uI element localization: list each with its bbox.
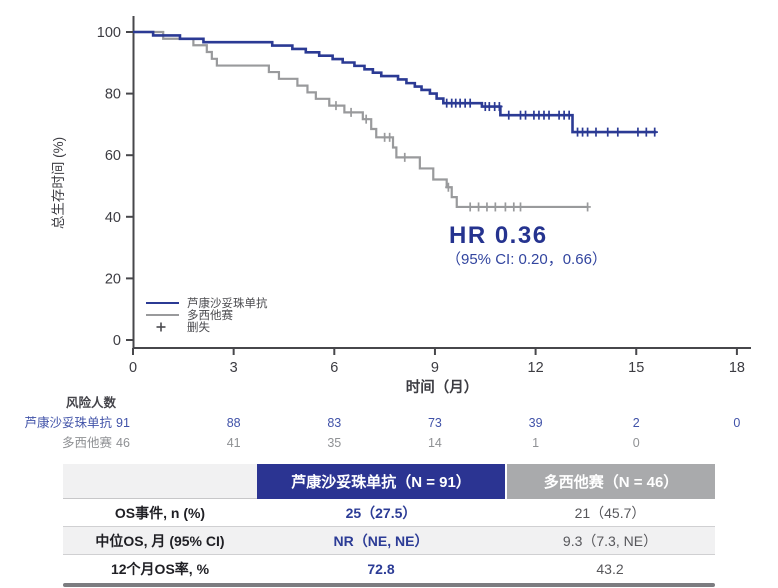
risk-count: 0 (733, 416, 740, 430)
legend-label: 多西他赛 (187, 308, 233, 322)
risk-count: 14 (428, 436, 442, 450)
risk-count: 91 (116, 416, 130, 430)
risk-count: 46 (116, 436, 130, 450)
os-rate-value-lukangshatuozhu: 72.8 (367, 560, 395, 577)
median-os-value-docetaxel: 9.3（7.3, NE） (505, 527, 715, 555)
legend-label: 删失 (187, 321, 210, 334)
median-os-value-lukangshatuozhu: NR（NE, NE） (257, 527, 505, 555)
y-tick-label: 20 (105, 271, 121, 287)
risk-count: 41 (227, 436, 241, 450)
risk-count: 39 (529, 416, 543, 430)
risk-row-label: 芦康沙妥珠单抗 (24, 415, 112, 430)
risk-row-label: 多西他赛 (62, 435, 113, 450)
summary-row-median-os: 中位OS, 月 (95% CI) NR（NE, NE） 9.3（7.3, NE） (63, 527, 715, 555)
km-curve-lukangshatuozhu (133, 30, 657, 134)
risk-count: 2 (633, 416, 640, 430)
risk-count: 1 (532, 436, 539, 450)
hr-annotation: HR 0.36 (449, 222, 548, 249)
risk-count: 35 (327, 436, 341, 450)
x-tick-label: 15 (628, 360, 644, 376)
summary-header-blank (63, 464, 257, 499)
os-summary-table: 芦康沙妥珠单抗（N = 91） 多西他赛（N = 46） OS事件, n (%)… (63, 464, 715, 582)
censor-marks-lukangshatuozhu (443, 98, 658, 137)
risk-table-title: 风险人数 (66, 395, 117, 410)
table-bottom-border (63, 583, 715, 587)
x-axis-title: 时间（月） (406, 378, 479, 396)
legend-label: 芦康沙妥珠单抗 (187, 296, 268, 310)
survival-chart: 100 80 60 40 20 0 0 3 6 9 12 15 18 时间（月） 总生存时间 (%) 芦康沙妥… (24, 16, 751, 450)
y-tick-label: 100 (97, 25, 121, 41)
risk-count: 73 (428, 416, 442, 430)
x-tick-label: 9 (431, 360, 439, 376)
x-tick-label: 12 (528, 360, 544, 376)
y-axis-title: 总生存时间 (%) (51, 137, 66, 229)
x-tick-label: 18 (729, 360, 745, 376)
risk-count: 0 (633, 436, 640, 450)
risk-count: 88 (227, 416, 241, 430)
summary-header-docetaxel: 多西他赛（N = 46） (505, 464, 715, 499)
y-tick-label: 80 (105, 87, 121, 103)
summary-row-os-events: OS事件, n (%) 25（27.5） 21（45.7） (63, 499, 715, 527)
os-events-label: OS事件, n (%) (63, 499, 257, 527)
os-events-value-lukangshatuozhu: 25（27.5） (257, 499, 505, 527)
summary-header-lukangshatuozhu: 芦康沙妥珠单抗（N = 91） (257, 464, 505, 499)
censor-marks-docetaxel (332, 101, 591, 212)
os-events-value-docetaxel: 21（45.7） (505, 499, 715, 527)
os-rate-label: 12个月OS率, % (110, 560, 210, 577)
x-tick-label: 0 (129, 360, 137, 376)
os-rate-value-docetaxel: 43.2 (596, 560, 624, 577)
summary-table-section: 芦康沙妥珠单抗（N = 91） 多西他赛（N = 46） OS事件, n (%)… (63, 464, 715, 587)
y-tick-label: 0 (113, 333, 121, 349)
y-tick-label: 60 (105, 148, 121, 164)
ci-annotation: （95% CI: 0.20，0.66） (446, 251, 607, 268)
x-tick-label: 3 (230, 360, 238, 376)
km-curve-docetaxel (133, 30, 588, 209)
summary-row-12m-os-rate: 12个月OS率, % 72.8 43.2 (63, 555, 715, 582)
x-tick-label: 6 (330, 360, 338, 376)
median-os-label: 中位OS, 月 (95% CI) (63, 527, 257, 555)
risk-count: 83 (327, 416, 341, 430)
y-tick-label: 40 (105, 210, 121, 226)
summary-header-row: 芦康沙妥珠单抗（N = 91） 多西他赛（N = 46） (63, 464, 715, 499)
